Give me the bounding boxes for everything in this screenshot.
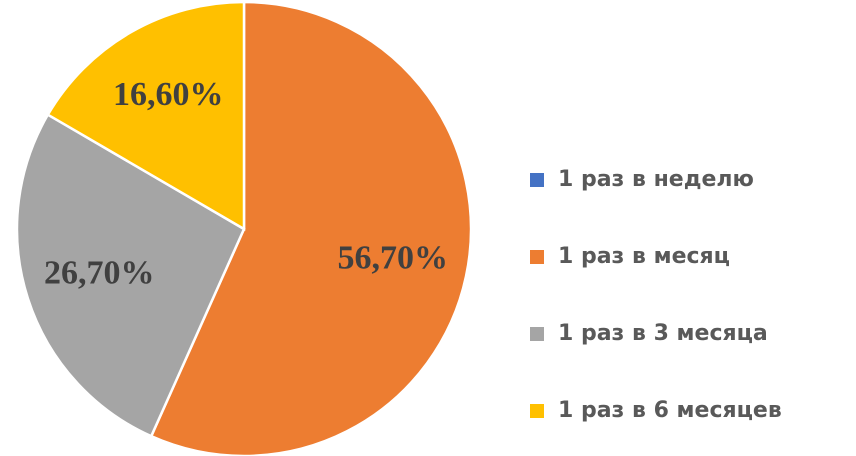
pie-slice (15, 112, 246, 438)
legend-label: 1 раз в 6 месяцев (558, 398, 782, 423)
pie-slice (149, 0, 473, 456)
data-label: 56,70% (337, 240, 448, 277)
legend-swatch (530, 327, 544, 341)
legend-label: 1 раз в 3 месяца (558, 321, 768, 346)
legend-swatch (530, 173, 544, 187)
legend-swatch (530, 404, 544, 418)
legend-label: 1 раз в месяц (558, 244, 730, 269)
pie-slice (46, 0, 246, 232)
legend-swatch (530, 250, 544, 264)
data-label: 26,70% (44, 254, 155, 291)
data-label: 16,60% (113, 76, 224, 113)
legend-label: 1 раз в неделю (558, 167, 754, 192)
